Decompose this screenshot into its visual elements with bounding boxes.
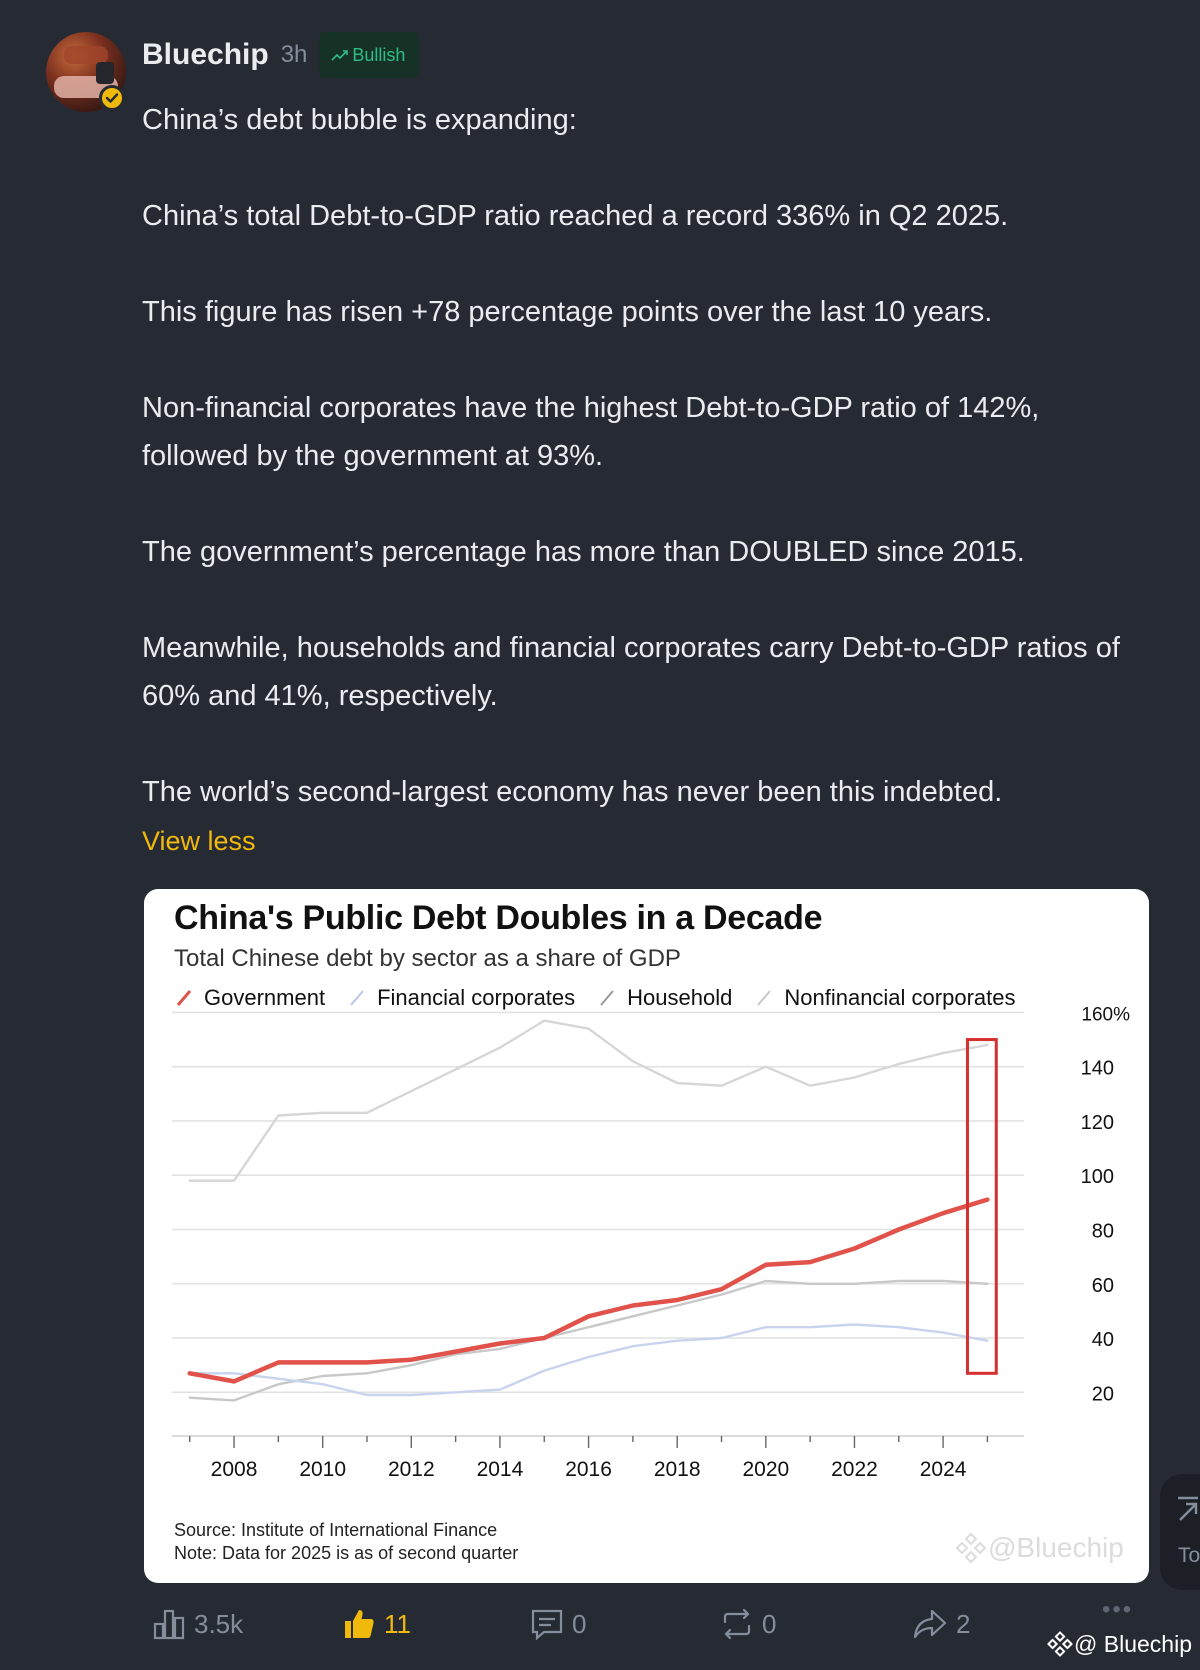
legend-label: Financial corporates — [377, 985, 576, 1010]
arrow-up-right-icon — [1178, 1496, 1198, 1521]
chart-legend: Government Financial corporates Househol… — [174, 985, 1038, 1011]
legend-item-household: Household — [597, 985, 732, 1011]
series-line-financial-corporates — [188, 1323, 989, 1397]
repost-button[interactable]: 0 — [720, 1602, 776, 1646]
legend-label: Household — [627, 985, 733, 1010]
source-note: Source: Institute of International Finan… — [174, 1520, 498, 1540]
post-body: China’s debt bubble is expanding: China’… — [142, 96, 1152, 816]
y-tick-label: 60 — [1092, 1275, 1114, 1297]
side-tab-label: To — [1178, 1544, 1200, 1567]
like-button[interactable]: 11 — [342, 1602, 411, 1646]
chart-image[interactable]: 160% 140 120 100 80 60 40 20 2008 2010 2012 2014 201… — [144, 889, 1149, 1583]
y-tick-label: 160% — [1081, 1004, 1130, 1025]
x-tick-label: 2018 — [654, 1458, 701, 1481]
post-paragraph: China’s debt bubble is expanding: — [142, 104, 577, 136]
y-tick-label: 40 — [1092, 1329, 1114, 1351]
legend-swatch-household — [600, 990, 614, 1006]
verified-check-icon — [99, 85, 125, 111]
reposts-count: 0 — [762, 1608, 777, 1639]
views-counter: 3.5k — [152, 1602, 243, 1646]
series-line-nonfinancial-corporates — [188, 1019, 989, 1182]
legend-item-financial: Financial corporates — [347, 985, 575, 1011]
watermark-text: @Bluechip — [988, 1532, 1124, 1563]
legend-item-nonfinancial: Nonfinancial corporates — [754, 985, 1016, 1011]
x-tick-label: 2022 — [831, 1458, 878, 1481]
comments-count: 0 — [572, 1608, 587, 1639]
sentiment-badge: Bullish — [319, 32, 420, 78]
share-button[interactable]: 2 — [912, 1602, 970, 1646]
post-paragraph: This figure has risen +78 percentage poi… — [142, 296, 993, 328]
legend-swatch-financial — [350, 990, 364, 1006]
post-paragraph: China’s total Debt-to-GDP ratio reached … — [142, 200, 1009, 232]
post-paragraph: Meanwhile, households and financial corp… — [142, 632, 1120, 712]
x-tick-label: 2014 — [477, 1458, 524, 1481]
shares-count: 2 — [956, 1608, 971, 1639]
thumbs-up-icon — [345, 1610, 374, 1638]
series-line-household — [188, 1279, 989, 1402]
binance-diamond-icon — [1047, 1631, 1073, 1657]
post-paragraph: The government’s percentage has more tha… — [142, 536, 1025, 568]
x-tick-label: 2016 — [565, 1458, 612, 1481]
y-tick-label: 100 — [1081, 1166, 1114, 1188]
x-tick-label: 2008 — [211, 1458, 258, 1481]
x-tick-label: 2012 — [388, 1458, 435, 1481]
trend-up-icon — [331, 50, 349, 61]
sentiment-label: Bullish — [352, 44, 406, 65]
legend-label: Government — [204, 985, 326, 1010]
y-tick-label: 80 — [1092, 1220, 1114, 1242]
comment-icon — [531, 1609, 563, 1641]
binance-diamond-icon — [955, 1532, 987, 1564]
post-header: Bluechip 3h Bullish — [142, 32, 420, 78]
x-tick-label: 2020 — [742, 1458, 789, 1481]
comment-button[interactable]: 0 — [530, 1602, 586, 1646]
highlight-box — [965, 1038, 998, 1375]
x-tick-label: 2010 — [299, 1458, 346, 1481]
chart-plot: 160% 140 120 100 80 60 40 20 2008 2010 2012 2014 201… — [172, 1004, 1130, 1481]
views-count: 3.5k — [194, 1608, 244, 1639]
view-less-link[interactable]: View less — [142, 826, 256, 856]
chart-source: Source: Institute of International Finan… — [174, 1519, 518, 1565]
y-tick-label: 140 — [1081, 1058, 1114, 1080]
legend-swatch-nonfinancial — [757, 990, 772, 1006]
chart-subtitle: Total Chinese debt by sector as a share … — [174, 945, 681, 972]
scroll-to-top-tab[interactable]: To — [1160, 1474, 1200, 1590]
likes-count: 11 — [384, 1608, 411, 1639]
action-bar: 3.5k 11 0 0 2 — [150, 1602, 1130, 1646]
post-paragraph: The world’s second-largest economy has n… — [142, 776, 1003, 808]
x-tick-label: 2024 — [920, 1458, 967, 1481]
footer-watermark: @ Bluechip — [1046, 1630, 1192, 1658]
data-note: Note: Data for 2025 is as of second quar… — [174, 1543, 519, 1563]
bar-chart-icon — [153, 1609, 185, 1640]
watermark: @Bluechip — [954, 1531, 1124, 1565]
post-time: 3h — [280, 41, 308, 68]
username[interactable]: Bluechip — [142, 38, 269, 71]
more-options-icon[interactable]: ••• — [1102, 1596, 1134, 1623]
post-paragraph: Non-financial corporates have the highes… — [142, 392, 1040, 472]
series-line-government — [187, 1197, 990, 1384]
repost-icon — [723, 1608, 751, 1640]
chart-title: China's Public Debt Doubles in a Decade — [174, 899, 823, 937]
legend-label: Nonfinancial corporates — [784, 985, 1016, 1010]
share-arrow-icon — [913, 1609, 947, 1639]
y-tick-label: 20 — [1092, 1383, 1114, 1405]
legend-swatch-government — [176, 990, 192, 1006]
legend-item-government: Government — [174, 985, 325, 1011]
avatar[interactable] — [46, 32, 126, 112]
y-tick-label: 120 — [1081, 1112, 1114, 1134]
footer-mark-text: @ Bluechip — [1074, 1630, 1192, 1657]
